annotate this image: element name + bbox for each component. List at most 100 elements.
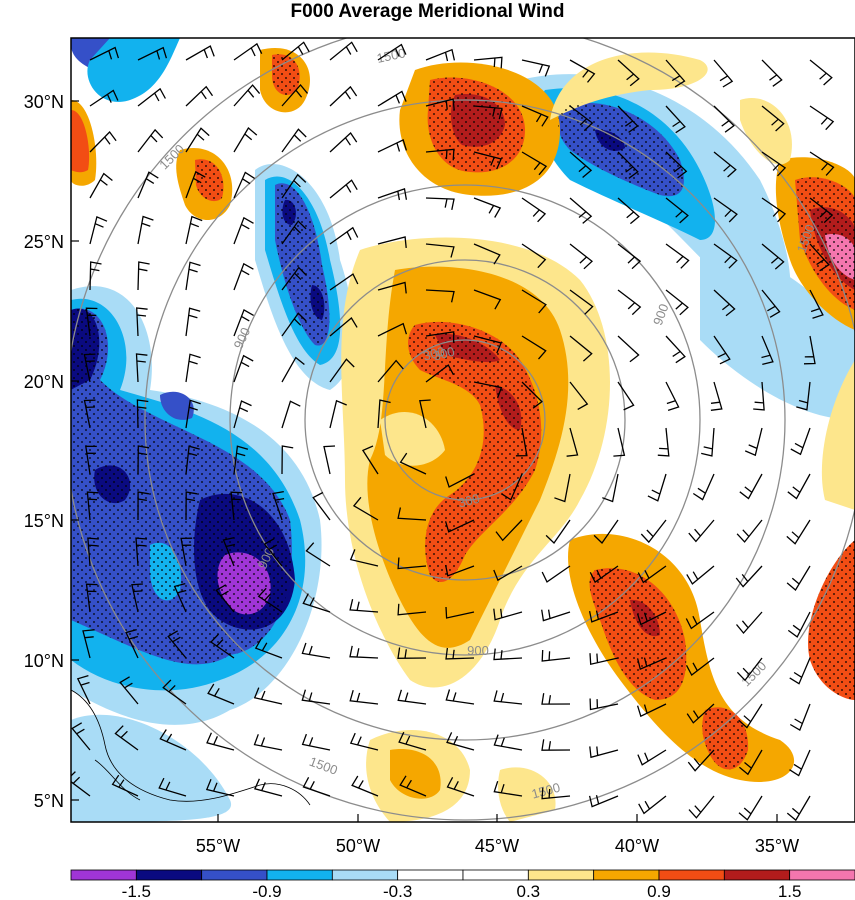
wind-barb <box>377 281 407 294</box>
wind-barb <box>541 649 571 662</box>
wind-barb <box>589 746 619 759</box>
longitude-tick-labels: 55°W 50°W 45°W 40°W 35°W <box>196 836 799 856</box>
wind-barb <box>136 307 148 337</box>
lon-tick-label: 55°W <box>196 836 240 856</box>
wind-barb <box>185 445 200 475</box>
wind-barb <box>493 690 523 705</box>
wind-barb <box>399 775 427 797</box>
wind-barb <box>398 731 427 751</box>
wind-barb <box>589 565 619 584</box>
colorbar-swatch <box>70 869 137 881</box>
wind-barb <box>588 610 619 623</box>
wind-barb <box>119 676 139 705</box>
wind-barb <box>473 56 503 69</box>
wind-barb <box>686 565 715 585</box>
wind-barb <box>329 399 347 429</box>
wind-barb <box>136 399 149 429</box>
wind-barb <box>301 733 331 751</box>
wind-barb <box>686 703 715 724</box>
wind-barb <box>541 565 571 583</box>
wind-barb <box>521 59 551 77</box>
wind-barb <box>281 41 310 61</box>
wind-barb <box>329 132 358 153</box>
colorbar-label: 0.9 <box>647 882 671 900</box>
lat-tick-label: 20°N <box>24 372 64 392</box>
wind-barb <box>281 220 307 245</box>
wind-barb <box>588 795 619 808</box>
wind-barb <box>473 105 503 120</box>
wind-barb <box>162 679 187 705</box>
wind-barb <box>809 151 835 176</box>
wind-barb <box>329 41 358 61</box>
colorbar-swatch <box>397 869 464 881</box>
wind-barb <box>713 243 738 269</box>
wind-barb <box>521 105 549 127</box>
wind-barb <box>185 491 198 521</box>
wind-barb <box>803 335 816 365</box>
wind-barb <box>787 611 811 638</box>
wind-barb <box>173 582 187 613</box>
wind-barb <box>789 657 811 685</box>
wind-barb <box>425 331 455 343</box>
wind-barb <box>761 151 787 177</box>
wind-barb <box>281 173 307 199</box>
wind-barb <box>207 683 235 705</box>
wind-barb <box>85 307 98 337</box>
wind-barb <box>473 381 503 399</box>
wind-barb <box>445 689 475 705</box>
wind-barb <box>135 353 148 383</box>
wind-barb <box>589 653 619 666</box>
wind-barb <box>692 473 715 501</box>
wind-barb <box>233 308 254 337</box>
wind-barb <box>787 473 811 500</box>
wind-barb <box>738 703 763 729</box>
wind-barb <box>349 549 379 567</box>
wind-barb <box>205 779 235 797</box>
lat-tick-label: 30°N <box>24 92 64 112</box>
wind-barb <box>215 584 235 613</box>
lat-tick-label: 10°N <box>24 651 64 671</box>
wind-barb <box>180 537 193 567</box>
wind-barb <box>541 787 571 800</box>
wind-barb <box>397 689 427 705</box>
wind-barb <box>473 197 502 218</box>
wind-barb <box>493 648 523 661</box>
wind-barb <box>301 642 331 659</box>
wind-barb <box>589 698 619 711</box>
wind-barb <box>637 749 667 766</box>
wind-barb <box>377 188 408 201</box>
wind-barb <box>137 261 150 291</box>
colorbar-swatch <box>789 869 855 881</box>
wind-barb <box>521 289 547 314</box>
wind-barb <box>638 795 667 815</box>
wind-barb <box>569 243 594 270</box>
wind-barb <box>495 519 523 542</box>
wind-barb <box>185 261 201 291</box>
wind-barb <box>554 473 571 503</box>
wind-barb <box>713 289 736 317</box>
wind-barb <box>253 687 283 705</box>
wind-barb <box>665 381 680 412</box>
wind-barb <box>89 261 102 291</box>
wind-barb <box>617 381 635 411</box>
wind-barb <box>167 630 187 659</box>
ring-label: 300 <box>456 491 481 511</box>
wind-barb <box>473 151 503 170</box>
wind-barb <box>473 243 501 265</box>
colorbar-label: -0.9 <box>252 882 281 900</box>
wind-barb <box>425 148 455 161</box>
colorbar <box>70 869 855 881</box>
wind-barb <box>789 703 811 732</box>
wind-barb <box>569 105 594 132</box>
wind-barb <box>665 289 689 316</box>
wind-barb <box>233 216 254 245</box>
wind-barb <box>137 171 159 199</box>
wind-barb <box>569 151 593 178</box>
wind-barb <box>425 289 455 303</box>
wind-barb <box>713 335 731 365</box>
wind-barb <box>210 633 235 659</box>
lat-tick-label: 15°N <box>24 511 64 531</box>
wind-barb <box>302 776 331 797</box>
ring-label: 300 <box>431 344 456 364</box>
wind-barb <box>281 312 307 337</box>
